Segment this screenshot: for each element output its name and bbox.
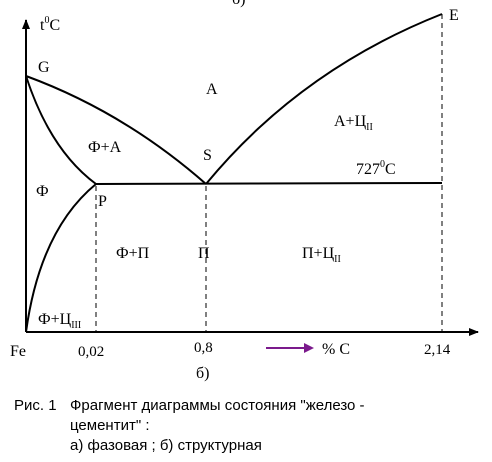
line-GP (25, 75, 97, 185)
region-ferrite-cementite: Ф+ЦIII (38, 311, 81, 331)
temperature-axis-degree: 0 (44, 15, 49, 26)
caption-line-3: а) фазовая ; б) структурная (70, 437, 262, 454)
temperature-axis-letter: t (40, 17, 45, 34)
concentration-direction-arrowhead (304, 343, 314, 353)
region-ferrite-cementite-sub: III (71, 320, 81, 331)
svg-text:А+ЦII: А+ЦII (334, 113, 373, 133)
temperature-727-degree: 0 (380, 159, 385, 170)
region-austenite-cementite-sub: II (366, 122, 373, 133)
point-G-label: G (38, 59, 50, 76)
tick-label-0-02: 0,02 (78, 344, 104, 360)
concentration-axis-label: % C (322, 341, 350, 358)
region-austenite: A (206, 81, 218, 98)
axis-origin-fe: Fe (10, 343, 26, 360)
svg-text:t0C: t0C (40, 15, 60, 34)
top-partial-label: б) (232, 0, 245, 8)
point-S-label: S (203, 147, 212, 164)
region-pearlite-cementite-sub: II (334, 254, 341, 265)
region-ferrite: Ф (36, 183, 49, 200)
region-pearlite: П (198, 245, 210, 262)
svg-text:Ф+ЦIII: Ф+ЦIII (38, 311, 81, 331)
temperature-727-unit: C (385, 161, 396, 178)
line-GS (25, 75, 207, 185)
tick-label-2-14: 2,14 (424, 342, 451, 358)
line-SE (205, 13, 443, 185)
temperature-727-label: 7270C (356, 159, 396, 178)
point-P-label: P (98, 193, 107, 210)
tick-label-0-8: 0,8 (194, 340, 213, 356)
figure-caption: Рис. 1 Фрагмент диаграммы состояния "жел… (14, 396, 365, 456)
region-ferrite-cementite-main: Ф+Ц (38, 311, 72, 328)
caption-number: Рис. 1 (14, 397, 57, 414)
line-PSK-727 (95, 182, 443, 185)
svg-text:7270C: 7270C (356, 159, 396, 178)
region-austenite-cementite-main: А+Ц (334, 113, 367, 130)
caption-line-1: Фрагмент диаграммы состояния "железо - (70, 397, 365, 414)
region-pearlite-cementite-main: П+Ц (302, 245, 335, 262)
region-ferrite-austenite: Ф+А (88, 139, 122, 156)
caption-line-2: цементит" : (70, 417, 150, 434)
region-pearlite-cementite: П+ЦII (302, 245, 341, 265)
temperature-axis-label: t0C (40, 15, 60, 34)
line-P-origin (25, 183, 97, 333)
temperature-727-value: 727 (356, 161, 380, 178)
temperature-axis-unit: C (49, 17, 60, 34)
region-austenite-cementite: А+ЦII (334, 113, 373, 133)
svg-text:П+ЦII: П+ЦII (302, 245, 341, 265)
point-E-label: E (449, 7, 459, 24)
subfigure-label: б) (196, 365, 209, 382)
region-ferrite-pearlite: Ф+П (116, 245, 150, 262)
